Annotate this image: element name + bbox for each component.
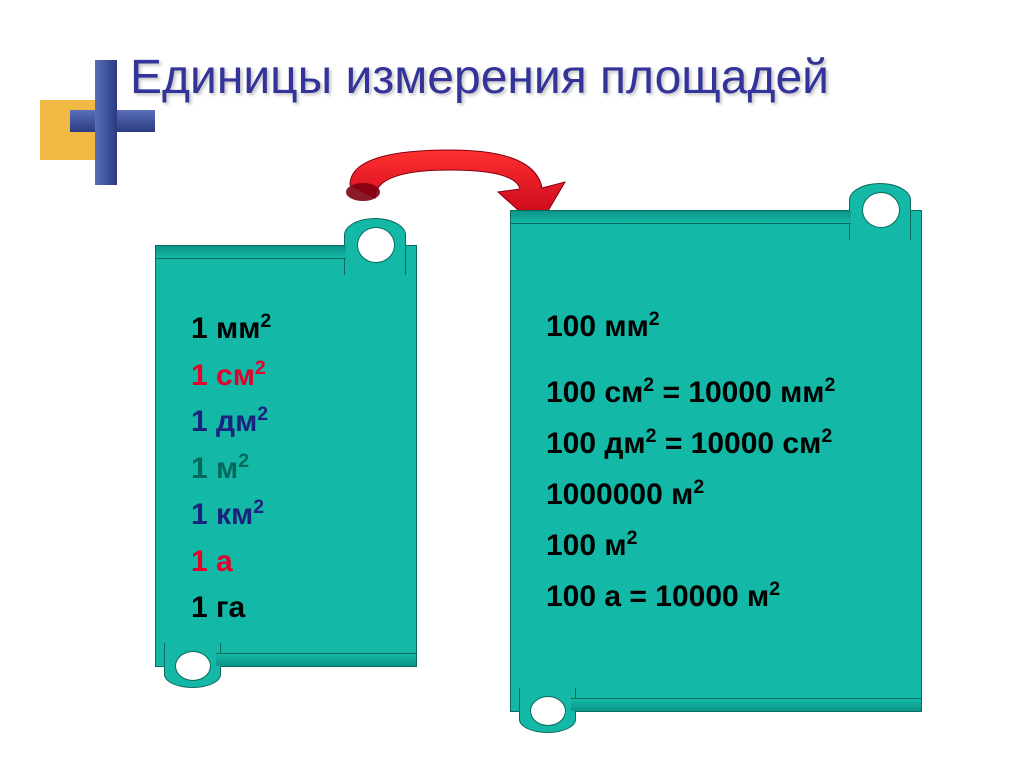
scroll-edge-bottom (216, 653, 416, 666)
conversions-scroll: 100 мм2 100 см2 = 10000 мм2100 дм2 = 1000… (510, 210, 922, 712)
scroll-edge-top (156, 246, 346, 259)
scroll-roll-bottom (519, 688, 576, 733)
scroll-roll-bottom (164, 643, 221, 688)
conversion-list: 100 мм2 100 см2 = 10000 мм2100 дм2 = 1000… (546, 301, 835, 622)
scroll-roll-top (344, 218, 406, 275)
conversion-item: 100 мм2 (546, 301, 835, 352)
unit-list: 1 мм21 см21 дм21 м21 км21 а1 га (191, 306, 271, 632)
unit-item: 1 см2 (191, 353, 271, 400)
conversion-item: 100 а = 10000 м2 (546, 571, 835, 622)
units-scroll: 1 мм21 см21 дм21 м21 км21 а1 га (155, 245, 417, 667)
conversion-item: 100 дм2 = 10000 см2 (546, 418, 835, 469)
page-title: Единицы измерения площадей (130, 50, 829, 105)
scroll-edge-bottom (571, 698, 921, 711)
conversion-item: 100 м2 (546, 520, 835, 571)
scroll-roll-top (849, 183, 911, 240)
unit-item: 1 км2 (191, 492, 271, 539)
conversion-item: 100 см2 = 10000 мм2 (546, 367, 835, 418)
logo-blue-vertical (95, 60, 117, 185)
unit-item: 1 мм2 (191, 306, 271, 353)
conversion-item: 1000000 м2 (546, 469, 835, 520)
unit-item: 1 а (191, 539, 271, 586)
unit-item: 1 дм2 (191, 399, 271, 446)
unit-item: 1 га (191, 585, 271, 632)
unit-item: 1 м2 (191, 446, 271, 493)
scroll-edge-top (511, 211, 851, 224)
